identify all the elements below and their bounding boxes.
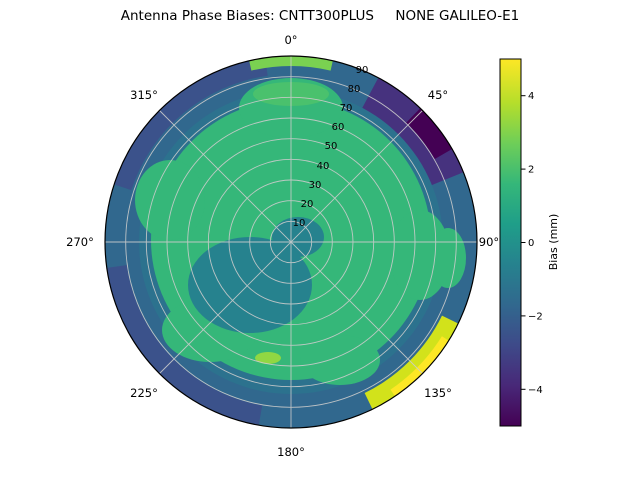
radial-tick-label-90: 90 <box>356 65 369 76</box>
azimuth-label-270: 270° <box>66 235 94 249</box>
contour-region-maximum-se <box>390 336 449 397</box>
colorbar-gradient <box>499 58 522 427</box>
azimuth-label-90: 90° <box>479 235 499 249</box>
colorbar-tick-labels: 4 2 0 −2 −4 <box>528 91 543 396</box>
colorbar-tick-label-2: 2 <box>528 165 534 176</box>
radial-tick-label-10: 10 <box>293 218 306 229</box>
azimuth-label-180: 180° <box>277 445 305 459</box>
radial-tick-label-70: 70 <box>340 103 353 114</box>
radial-tick-label-80: 80 <box>348 84 361 95</box>
azimuth-label-315: 315° <box>130 88 158 102</box>
colorbar-tick-label-n2: −2 <box>528 311 543 322</box>
colorbar-tick-label-n4: −4 <box>528 385 543 396</box>
colorbar-axis-label: Bias (mm) <box>547 214 560 271</box>
contour-region-purple-ne <box>360 77 464 187</box>
contour-region-teal-center-sw <box>188 237 312 333</box>
azimuth-labels: 0° 45° 90° 135° 180° 225° 270° 315° <box>66 33 499 459</box>
contour-region-darkblue-sw <box>106 265 263 426</box>
contour-region-bright-spot-south <box>255 352 281 364</box>
colorbar-tick-label-4: 4 <box>528 91 534 102</box>
polar-grid-spoke-diag2 <box>159 110 423 374</box>
radial-tick-label-50: 50 <box>325 141 338 152</box>
contour-region-green-tongue-east <box>430 228 466 288</box>
radial-tick-labels: 10 20 30 40 50 60 70 80 90 <box>293 65 369 229</box>
contour-region-minimum-ne <box>406 108 453 159</box>
polar-grid <box>105 56 477 428</box>
azimuth-label-135: 135° <box>424 386 452 400</box>
azimuth-label-225: 225° <box>130 386 158 400</box>
colorbar: 4 2 0 −2 −4 Bias (mm) <box>499 58 560 427</box>
radial-tick-label-20: 20 <box>301 199 314 210</box>
radial-tick-label-60: 60 <box>332 122 345 133</box>
contour-region-green-bulge-left <box>135 160 205 240</box>
contour-region-green-bulge-se <box>300 335 380 385</box>
radial-tick-label-40: 40 <box>317 161 330 172</box>
contour-region-darkblue-nw <box>114 57 268 191</box>
polar-axis-boundary <box>104 55 478 429</box>
colorbar-tick-label-0: 0 <box>528 238 534 249</box>
azimuth-label-0: 0° <box>284 33 297 47</box>
figure-title: Antenna Phase Biases: CNTT300PLUS NONE G… <box>120 8 520 24</box>
radial-tick-label-30: 30 <box>309 180 322 191</box>
colorbar-ticks <box>521 95 526 390</box>
azimuth-label-45: 45° <box>428 88 448 102</box>
